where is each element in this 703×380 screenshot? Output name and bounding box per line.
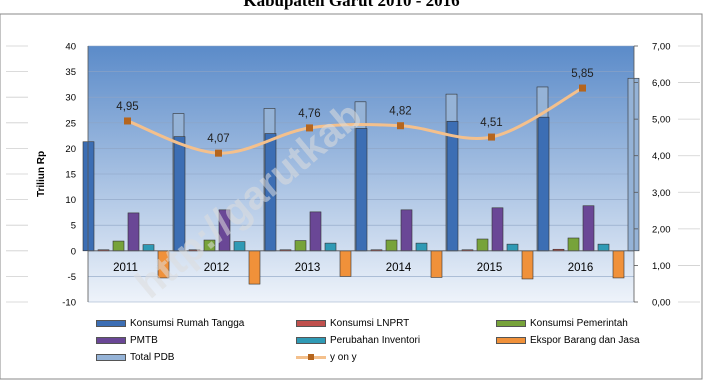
- legend-swatch: [496, 337, 526, 344]
- y-tick-label: 10: [65, 195, 76, 206]
- y-tick-label: 30: [65, 93, 76, 104]
- category-label: 2016: [568, 262, 594, 274]
- bar-perubahan-inventori: [597, 243, 610, 252]
- bar-pmtb: [309, 211, 322, 252]
- legend-swatch: [96, 354, 126, 361]
- yoy-line: 4,95 4,07 4,76 4,82 4,51 5,85: [116, 68, 594, 157]
- legend-swatch: [96, 320, 126, 327]
- legend-item: Konsumsi Rumah Tangga: [96, 318, 244, 329]
- category-label: 2014: [386, 262, 412, 274]
- legend-label: y on y: [330, 352, 357, 363]
- y-tick-label: 5: [71, 221, 76, 232]
- category-label: 2011: [113, 262, 138, 274]
- bar-total-pdb: [627, 77, 640, 252]
- bar-perubahan-inventori: [506, 243, 519, 252]
- yoy-marker: [579, 84, 586, 92]
- bar-konsumsi-rumah-tangga: [355, 128, 368, 252]
- yoy-marker: [215, 149, 222, 157]
- legend-label: Ekspor Barang dan Jasa: [530, 335, 640, 346]
- y2-tick-label: 5,00: [652, 115, 671, 126]
- legend-label: Konsumsi Rumah Tangga: [130, 318, 245, 329]
- y2-tick-label: 6,00: [652, 78, 671, 89]
- y-tick-label: -5: [68, 272, 76, 283]
- yoy-data-label: 4,07: [207, 133, 229, 145]
- y2-tick-label: 0,00: [652, 298, 671, 309]
- y-tick-label: 0: [71, 246, 76, 257]
- legend-item: Konsumsi LNPRT: [296, 318, 409, 329]
- bar-pmtb: [582, 205, 595, 252]
- legend-swatch: [96, 337, 126, 344]
- category-label: 2015: [477, 262, 503, 274]
- bar-pmtb: [491, 207, 504, 252]
- chart-frame: [0, 13, 703, 380]
- legend-item: Konsumsi Pemerintah: [496, 318, 628, 329]
- bar-konsumsi-pemerintah: [294, 240, 307, 252]
- yoy-data-label: 4,82: [389, 106, 411, 118]
- y-tick-label: 40: [65, 42, 76, 53]
- y-tick-label: 25: [65, 118, 76, 129]
- y2-tick-label: 4,00: [652, 151, 671, 162]
- bar-perubahan-inventori: [233, 241, 246, 252]
- bar-konsumsi-pemerintah: [385, 239, 398, 252]
- legend-label: PMTB: [130, 335, 158, 346]
- category-label: 2013: [295, 262, 321, 274]
- legend-item: Ekspor Barang dan Jasa: [496, 335, 640, 346]
- legend-label: Perubahan Inventori: [330, 335, 421, 346]
- yoy-data-label: 4,76: [298, 108, 320, 120]
- bar-pmtb: [127, 212, 140, 252]
- yoy-marker: [306, 124, 313, 132]
- yoy-marker: [397, 122, 404, 130]
- bars: [82, 77, 640, 285]
- y2-tick-label: 7,00: [652, 42, 671, 53]
- axes: 4035302520151050-5-107,006,005,004,003,0…: [36, 42, 671, 309]
- bar-konsumsi-rumah-tangga: [446, 120, 459, 252]
- legend-swatch: [296, 320, 326, 327]
- y2-tick-label: 1,00: [652, 261, 671, 272]
- yoy-marker: [488, 133, 495, 141]
- legend-label: Konsumsi Pemerintah: [530, 318, 628, 329]
- bar-ekspor-barang-dan-jasa: [430, 250, 443, 278]
- y-tick-label: 20: [65, 144, 76, 155]
- bar-ekspor-barang-dan-jasa: [339, 250, 352, 277]
- yoy-data-label: 5,85: [571, 68, 593, 80]
- yoy-line-path: [126, 86, 584, 155]
- bar-perubahan-inventori: [142, 244, 155, 252]
- bar-pmtb: [400, 209, 413, 252]
- legend-item: PMTB: [96, 335, 158, 346]
- legend: Konsumsi Rumah Tangga Konsumsi LNPRT Konsu…: [96, 318, 676, 372]
- bar-konsumsi-rumah-tangga: [82, 141, 95, 252]
- legend-item: Perubahan Inventori: [296, 335, 420, 346]
- legend-swatch: [296, 337, 326, 344]
- legend-label: Total PDB: [130, 352, 175, 363]
- category-label: 2012: [204, 262, 230, 274]
- yoy-marker: [124, 117, 131, 125]
- chart-title: Kabupaten Garut 2010 - 2016: [243, 0, 460, 10]
- bar-perubahan-inventori: [415, 242, 428, 252]
- bar-ekspor-barang-dan-jasa: [521, 250, 534, 280]
- y-tick-label: 35: [65, 67, 76, 78]
- y-tick-label: -10: [62, 298, 76, 309]
- bar-perubahan-inventori: [324, 242, 337, 252]
- bar-ekspor-barang-dan-jasa: [612, 250, 625, 279]
- yoy-data-label: 4,95: [116, 101, 138, 113]
- legend-line-swatch: [296, 354, 326, 361]
- category-labels: 2011 2012 2013 2014 2015 2016: [113, 262, 593, 274]
- legend-item: Total PDB: [96, 352, 174, 363]
- legend-label: Konsumsi LNPRT: [330, 318, 410, 329]
- bar-konsumsi-pemerintah: [476, 238, 489, 252]
- legend-swatch: [496, 320, 526, 327]
- y-axis-title: Triliun Rp: [36, 151, 47, 197]
- bar-ekspor-barang-dan-jasa: [248, 250, 261, 285]
- y2-tick-label: 3,00: [652, 188, 671, 199]
- legend-item: y on y: [296, 352, 357, 363]
- bar-konsumsi-pemerintah: [567, 237, 580, 252]
- y2-tick-label: 2,00: [652, 224, 671, 235]
- y-tick-label: 15: [65, 170, 76, 181]
- bar-konsumsi-rumah-tangga: [537, 116, 550, 252]
- bar-konsumsi-pemerintah: [112, 240, 125, 252]
- yoy-data-label: 4,51: [480, 117, 502, 129]
